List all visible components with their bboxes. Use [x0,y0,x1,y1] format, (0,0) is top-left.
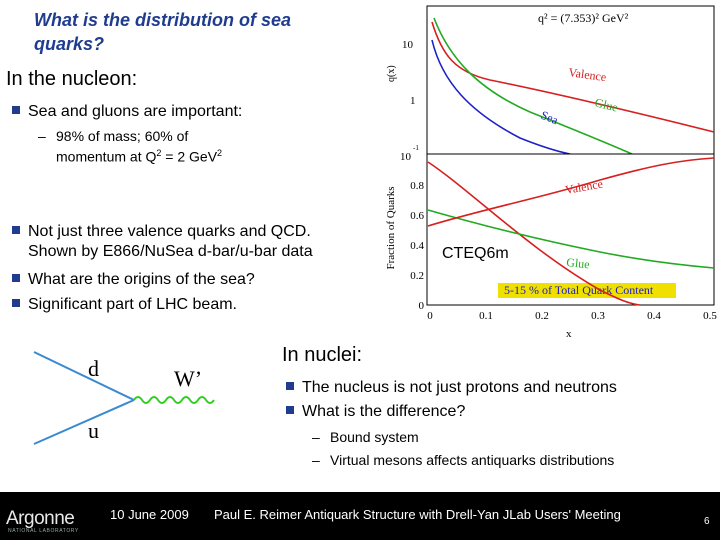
bottom-xtick-label: 0.5 [703,310,717,322]
top-valence-label: Valence [568,65,608,84]
bottom-valence-label: Valence [564,177,604,197]
feynman-diagram: d u W’ [33,351,215,445]
top-ytick-01: 10 [400,151,412,163]
sub-bullet-bound: – Bound system [312,429,419,445]
footer-talk-title: Paul E. Reimer Antiquark Structure with … [214,507,621,522]
bullet-sea-gluons: Sea and gluons are important: [12,102,242,122]
top-ylabel: q(x) [386,65,397,82]
bullet-square-icon [12,298,20,307]
argonne-logo: Argonne [6,508,75,529]
bullet-nucleus: The nucleus is not just protons and neut… [286,378,617,398]
bottom-ytick-label: 0.4 [410,240,424,252]
page-number: 6 [704,516,710,527]
bottom-ytick-label: 0 [419,300,425,312]
nucleon-heading: In the nucleon: [6,68,138,90]
top-sea-curve [431,39,571,155]
bottom-axis-ticks: 0 0.2 0.4 0.6 0.8 0 0.1 0.2 0.3 0.4 0.5 [410,180,717,322]
bottom-ytick-label: 0.8 [410,180,424,192]
quark-line-bottom [33,399,135,445]
bottom-ylabel: Fraction of Quarks [385,186,397,269]
top-valence-curve [431,21,715,133]
sub-bullet-mass: –98% of mass; 60% of momentum at Q2 = 2 … [38,128,223,165]
w-boson-line [133,396,215,404]
bottom-glue-curve [427,209,715,269]
top-annotation: q² = (7.353)² GeV² [538,11,629,25]
bottom-ytick-label: 0.2 [410,270,424,282]
bottom-red-curve [427,161,641,306]
bullet-square-icon [12,105,20,114]
u-quark-label: u [88,418,99,443]
top-glue-label: Glue [593,95,619,114]
bottom-xtick-label: 0.4 [647,310,661,322]
bullet-lhc: Significant part of LHC beam. [12,295,237,315]
top-ytick-1: 1 [410,95,416,107]
bullet-square-icon [12,225,20,234]
bottom-ytick-label: 0.6 [410,210,424,222]
d-quark-label: d [88,356,99,381]
quark-content-box [498,283,676,298]
sub-bullet-mesons: – Virtual mesons affects antiquarks distr… [312,452,615,468]
w-boson-label: W’ [174,366,202,391]
bottom-xlabel: x [566,328,572,340]
quark-content-label: 5-15 % of Total Quark Content [504,283,654,297]
quark-line-top [33,351,135,401]
bullet-difference: What is the difference? [286,402,465,422]
top-ytick-10: 10 [402,39,414,51]
top-glue-curve [433,17,633,155]
argonne-logo-subtitle: NATIONAL LABORATORY [8,528,79,534]
pdf-chart: q² = (7.353)² GeV² q(x) 10 1 10 -1 Valen… [385,5,717,340]
bullet-text: Sea and gluons are important: [28,103,243,120]
bottom-xtick-label: 0.2 [535,310,549,322]
bottom-valence-curve [427,157,715,227]
bottom-xtick-label: 0 [427,310,433,322]
bottom-xtick-label: 0.3 [591,310,605,322]
bullet-valence-qcd: Not just three valence quarks and QCD. S… [12,222,313,262]
bottom-xtick-label: 0.1 [479,310,493,322]
bullet-square-icon [12,273,20,282]
bullet-square-icon [286,381,294,390]
top-sea-label: Sea [539,108,561,128]
cteq-overlay-label: CTEQ6m [442,245,509,262]
bottom-panel-frame [426,153,715,306]
top-ytick-exp: -1 [413,144,419,152]
footer-date: 10 June 2009 [110,507,189,522]
bullet-square-icon [286,405,294,414]
footer-bar [0,492,720,540]
bottom-glue-label: Glue [566,255,591,271]
slide-title: What is the distribution of sea quarks? [34,10,292,54]
nuclei-heading: In nuclei: [282,344,363,366]
top-panel-frame [426,5,715,155]
bullet-origins: What are the origins of the sea? [12,270,255,290]
